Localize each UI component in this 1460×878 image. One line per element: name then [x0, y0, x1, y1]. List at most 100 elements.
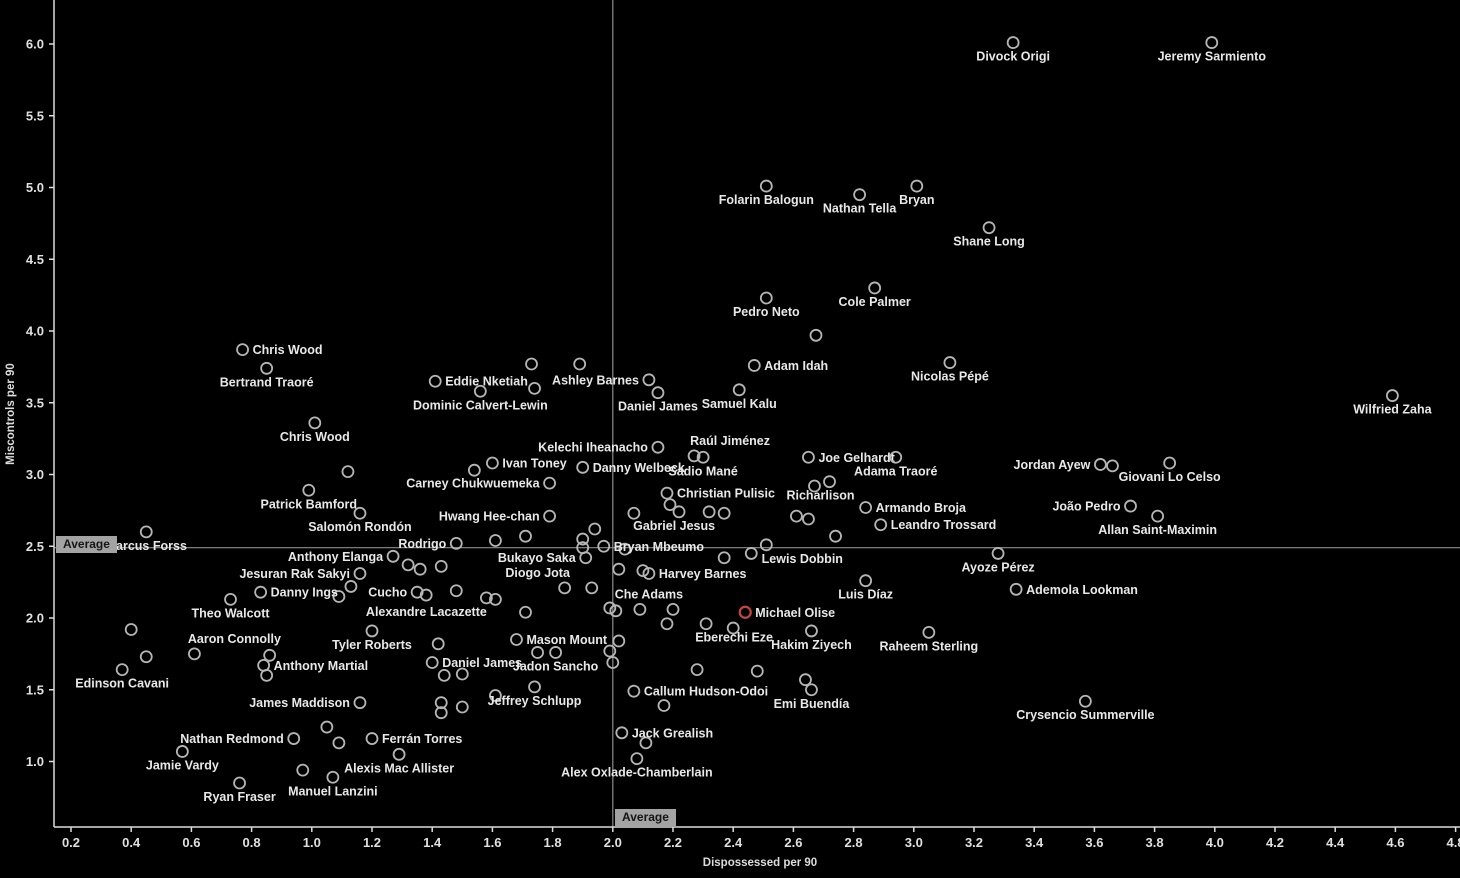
- data-point[interactable]: [597, 539, 611, 553]
- data-point[interactable]: [1163, 456, 1177, 470]
- data-point[interactable]: [627, 506, 641, 520]
- data-point[interactable]: [627, 684, 641, 698]
- data-point[interactable]: [353, 696, 367, 710]
- data-point[interactable]: [1106, 459, 1119, 473]
- data-point[interactable]: [579, 551, 593, 565]
- data-point[interactable]: [612, 562, 626, 576]
- data-point[interactable]: [296, 763, 310, 777]
- data-point[interactable]: [344, 580, 358, 593]
- data-point[interactable]: [224, 592, 237, 606]
- data-point[interactable]: [428, 374, 442, 388]
- data-point[interactable]: [353, 506, 367, 520]
- data-point[interactable]: [1205, 36, 1219, 49]
- data-point[interactable]: [287, 732, 301, 745]
- data-point[interactable]: [485, 456, 499, 470]
- data-point[interactable]: [341, 465, 355, 479]
- data-point[interactable]: [651, 386, 665, 400]
- data-point[interactable]: [489, 689, 502, 702]
- data-point[interactable]: [525, 357, 538, 371]
- data-point[interactable]: [254, 585, 268, 599]
- data-point[interactable]: [233, 776, 246, 790]
- data-point[interactable]: [434, 706, 448, 720]
- data-point[interactable]: [543, 509, 556, 523]
- data-point[interactable]: [747, 359, 761, 372]
- data-point[interactable]: [660, 617, 674, 631]
- data-point[interactable]: [687, 449, 701, 463]
- data-point[interactable]: [455, 667, 469, 681]
- data-point[interactable]: [809, 328, 823, 342]
- data-point[interactable]: [868, 281, 882, 295]
- data-point[interactable]: [618, 542, 632, 556]
- data-point[interactable]: [260, 361, 274, 375]
- data-point[interactable]: [308, 416, 322, 430]
- data-point[interactable]: [726, 621, 740, 635]
- data-point[interactable]: [401, 558, 415, 572]
- data-point[interactable]: [1151, 509, 1165, 523]
- data-point[interactable]: [910, 179, 924, 193]
- data-point[interactable]: [639, 736, 653, 750]
- data-point[interactable]: [759, 291, 773, 305]
- data-point[interactable]: [1124, 499, 1137, 513]
- data-point[interactable]: [666, 602, 680, 616]
- data-point[interactable]: [573, 357, 587, 371]
- data-point[interactable]: [519, 605, 532, 619]
- data-point[interactable]: [124, 623, 138, 636]
- data-point[interactable]: [519, 529, 532, 543]
- data-point[interactable]: [425, 656, 439, 669]
- data-point[interactable]: [874, 518, 888, 532]
- data-point[interactable]: [455, 700, 469, 714]
- data-point[interactable]: [139, 525, 153, 539]
- data-point-highlighted[interactable]: [738, 605, 752, 619]
- data-point[interactable]: [717, 551, 731, 565]
- data-point[interactable]: [859, 574, 873, 588]
- data-point[interactable]: [353, 567, 367, 580]
- data-point[interactable]: [802, 450, 815, 464]
- data-point[interactable]: [615, 726, 629, 740]
- data-point[interactable]: [263, 648, 277, 662]
- data-point[interactable]: [528, 381, 541, 395]
- data-point[interactable]: [585, 581, 599, 595]
- data-point[interactable]: [431, 637, 445, 651]
- data-point[interactable]: [603, 644, 617, 658]
- data-point[interactable]: [449, 584, 463, 598]
- data-point[interactable]: [326, 770, 340, 784]
- data-point[interactable]: [1006, 36, 1020, 49]
- data-point[interactable]: [982, 221, 996, 235]
- data-point[interactable]: [332, 590, 346, 603]
- data-point[interactable]: [1078, 694, 1092, 708]
- data-point[interactable]: [543, 476, 556, 490]
- data-point[interactable]: [630, 752, 644, 766]
- data-point[interactable]: [612, 634, 626, 648]
- data-point[interactable]: [449, 536, 463, 550]
- data-point[interactable]: [633, 602, 647, 616]
- data-point[interactable]: [660, 486, 674, 500]
- data-point[interactable]: [392, 747, 406, 761]
- data-point[interactable]: [434, 559, 448, 573]
- data-point[interactable]: [1385, 389, 1399, 402]
- data-point[interactable]: [1009, 582, 1023, 596]
- data-point[interactable]: [588, 522, 602, 536]
- data-point[interactable]: [437, 669, 451, 682]
- data-point[interactable]: [188, 647, 201, 661]
- data-point[interactable]: [642, 567, 656, 580]
- data-point[interactable]: [489, 534, 502, 547]
- data-point[interactable]: [699, 617, 713, 631]
- data-point[interactable]: [853, 188, 867, 202]
- data-point[interactable]: [489, 592, 502, 606]
- data-point[interactable]: [576, 460, 590, 474]
- data-point[interactable]: [549, 646, 563, 659]
- data-point[interactable]: [759, 179, 773, 193]
- data-point[interactable]: [889, 450, 903, 464]
- data-point[interactable]: [696, 450, 710, 464]
- data-point[interactable]: [434, 696, 448, 710]
- data-point[interactable]: [332, 736, 346, 750]
- data-point[interactable]: [1094, 458, 1107, 471]
- data-point[interactable]: [672, 505, 686, 519]
- data-point[interactable]: [576, 532, 590, 546]
- data-point[interactable]: [732, 383, 746, 397]
- data-point[interactable]: [386, 549, 400, 563]
- data-point[interactable]: [657, 699, 671, 712]
- data-point[interactable]: [808, 479, 821, 493]
- data-point[interactable]: [236, 343, 249, 357]
- data-point[interactable]: [365, 624, 379, 638]
